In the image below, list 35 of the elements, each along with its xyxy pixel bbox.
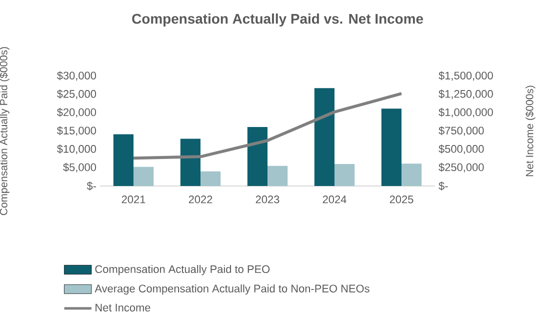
x-tick-label: 2024 xyxy=(322,196,346,204)
bar xyxy=(314,88,334,186)
x-tick-label: 2021 xyxy=(122,196,146,204)
x-tick-label: 2025 xyxy=(390,196,414,204)
bar xyxy=(113,134,134,186)
y-tick-label: $15,000 xyxy=(56,126,96,136)
line-series xyxy=(132,92,403,160)
y-tick-label: $10,000 xyxy=(56,144,96,154)
bar xyxy=(334,164,355,186)
y2-tick-label: $1,000,000 xyxy=(438,108,493,118)
x-tick-label: 2023 xyxy=(256,196,280,204)
x-tick-label: 2022 xyxy=(188,196,212,204)
y-tick-label: $5,000 xyxy=(63,162,96,172)
y-tick-label: $25,000 xyxy=(56,90,96,100)
y2-tick-label: $1,500,000 xyxy=(438,71,493,81)
y2-axis-title: Net Income ($000s) xyxy=(525,86,536,176)
bar xyxy=(200,171,221,186)
bar xyxy=(268,166,288,186)
legend-label: Compensation Actually Paid to PEO xyxy=(95,264,270,276)
y2-tick-label: $- xyxy=(438,182,448,190)
y2-tick-label: $750,000 xyxy=(438,126,484,136)
y2-tick-label: $250,000 xyxy=(438,162,484,172)
legend-label: Average Compensation Actually Paid to Non-PEO NEOs xyxy=(94,284,370,295)
y-tick-label: $20,000 xyxy=(56,108,96,118)
bar xyxy=(381,108,402,186)
bar xyxy=(402,164,422,186)
bar xyxy=(134,166,154,186)
y-tick-label: $- xyxy=(86,182,96,190)
chart-title: Compensation Actually Paid vs. Net Income xyxy=(132,14,424,26)
y-tick-label: $30,000 xyxy=(56,71,96,81)
y2-tick-label: $500,000 xyxy=(438,144,484,154)
legend-label: Net Income xyxy=(96,304,150,312)
bar xyxy=(247,126,268,186)
bar xyxy=(180,138,200,186)
y2-tick-label: $1,250,000 xyxy=(438,90,493,100)
